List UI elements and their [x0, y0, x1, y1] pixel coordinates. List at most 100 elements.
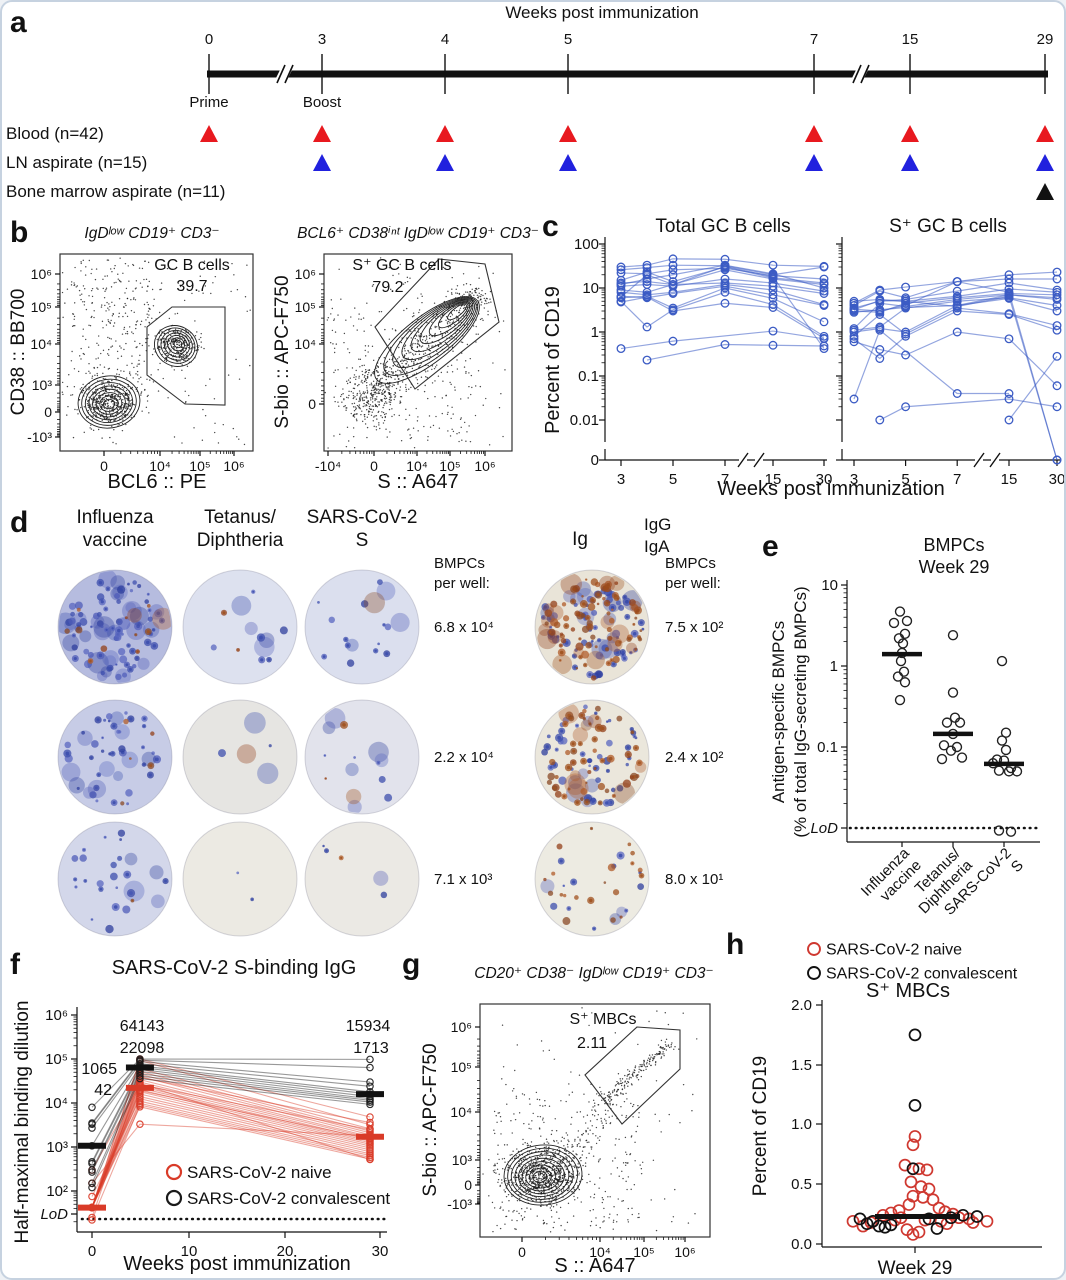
flow-x-tick-label: 10⁶: [474, 458, 495, 474]
data-point: [366, 1098, 374, 1106]
y-axis-label: Percent of CD19: [750, 1056, 771, 1196]
data-point: [945, 745, 957, 756]
data-point: [1004, 287, 1014, 297]
week-tick-label: 3: [318, 31, 326, 48]
subject-line: [91, 1083, 371, 1208]
panel-d-label: d: [10, 506, 29, 539]
panel-flow-g: CD20⁺ CD38⁻ IgDˡᵒʷ CD19⁺ CD3⁻S-bio :: AP…: [420, 965, 714, 1277]
gc-y-tick-label: 0: [591, 452, 599, 469]
data-point: [88, 1168, 96, 1176]
week-tick-label: 15: [902, 31, 919, 48]
data-point-naive: [902, 1198, 916, 1211]
data-point: [668, 260, 678, 270]
subject-line: [91, 1091, 371, 1208]
data-point: [366, 1100, 374, 1109]
flow-x-tick-label: 10⁶: [674, 1244, 695, 1260]
data-point: [768, 293, 778, 303]
data-point: [88, 1179, 96, 1188]
well-column-header: SARS-CoV-2: [307, 507, 418, 528]
x-tick-label: 30: [372, 1243, 389, 1260]
sample-triangle: [313, 125, 331, 142]
data-point-convalescent: [930, 1222, 944, 1235]
data-point: [642, 274, 652, 284]
data-point: [768, 303, 778, 312]
legend-label: SARS-CoV-2 convalescent: [826, 966, 1018, 983]
y-tick-label: 1.5: [791, 1057, 812, 1074]
gc-x-tick-label: 7: [953, 471, 961, 488]
data-point: [895, 655, 907, 667]
gc-x-tick-label: 15: [1001, 471, 1018, 488]
gc-plot-title: Total GC B cells: [655, 216, 790, 237]
data-point: [894, 694, 906, 706]
line: [989, 452, 1001, 468]
data-point-naive: [906, 1138, 920, 1152]
timeline-bar: [207, 70, 1048, 78]
data-point: [1000, 744, 1012, 756]
data-point: [136, 1070, 144, 1078]
sample-row-label: Blood (n=42): [6, 124, 104, 143]
data-point: [819, 262, 829, 272]
data-point: [849, 301, 859, 310]
gate-label: S⁺ GC B cells: [352, 257, 451, 274]
data-point: [1005, 826, 1017, 837]
gate-polygon: [146, 306, 226, 406]
boost-label: Boost: [303, 94, 342, 111]
beeswarm-points: [846, 1028, 994, 1241]
y-axis-label: (% of total IgG-secreting BMPCs): [791, 586, 810, 837]
flow-contours: [503, 1144, 583, 1206]
data-point: [1003, 766, 1015, 777]
median-annotation: 1065: [81, 1061, 117, 1078]
sample-triangle: [559, 154, 577, 171]
elispot-well: [304, 821, 420, 937]
panel-a-timeline: Weeks post immunization 0 3 4 5 7 15 29 Prime Boo…: [6, 3, 1054, 201]
well-column-header: S: [356, 530, 369, 551]
gc-x-axis-label: Weeks post immunization: [717, 478, 945, 500]
subject-line: [620, 291, 825, 337]
data-point: [616, 265, 626, 275]
flow-scatter: [324, 257, 506, 449]
y-tick-label: 10: [821, 577, 838, 594]
flow-x-tick-label: 10⁵: [633, 1244, 654, 1260]
data-point: [616, 262, 626, 272]
data-point-convalescent: [908, 1028, 922, 1042]
data-point: [1052, 290, 1062, 300]
data-point: [901, 402, 911, 412]
well-column-header: Tetanus/: [204, 507, 277, 528]
data-point: [668, 265, 678, 275]
data-point: [1004, 278, 1014, 288]
elispot-well: [182, 821, 298, 937]
data-point: [1052, 306, 1062, 316]
timeline-title: Weeks post immunization: [505, 3, 698, 22]
data-point: [875, 415, 885, 425]
subject-line: [879, 398, 1058, 421]
data-point: [642, 270, 652, 280]
data-point: [819, 280, 829, 289]
data-point-convalescent: [872, 1219, 886, 1233]
flow-y-tick-label: 10³: [452, 1152, 473, 1168]
data-point: [136, 1102, 144, 1111]
flow-y-tick-label: 0: [464, 1177, 472, 1193]
bmpcs-count-value: 7.1 x 10³: [434, 871, 492, 888]
data-point: [768, 340, 778, 350]
sample-triangle: [313, 154, 331, 171]
data-point: [1004, 310, 1014, 319]
data-point-convalescent: [906, 1162, 920, 1176]
gc-series-lines: [620, 258, 825, 361]
data-point: [720, 287, 730, 297]
well-spots: [59, 571, 171, 683]
week-tick-label: 0: [205, 31, 213, 48]
bmpcs-count-value: 2.4 x 10²: [665, 749, 723, 766]
category-points: [888, 606, 913, 706]
data-point: [941, 717, 953, 728]
data-point: [819, 301, 829, 310]
elispot-well: [534, 821, 650, 937]
data-point: [668, 336, 678, 346]
sample-triangle: [805, 125, 823, 142]
data-point: [901, 282, 911, 292]
well-spots: [541, 703, 647, 808]
flow-y-tick-label: 10⁵: [451, 1059, 472, 1075]
data-point: [642, 267, 652, 277]
gc-y-tick-label: 10: [582, 280, 599, 297]
week-tick-label: 5: [564, 31, 572, 48]
x-tick-label: Week 29: [878, 1258, 953, 1279]
